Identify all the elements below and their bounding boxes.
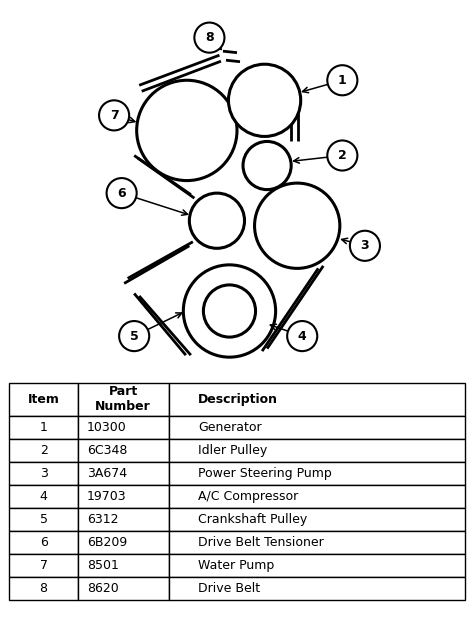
Text: 3: 3: [361, 239, 369, 252]
Text: 8: 8: [205, 31, 214, 44]
Circle shape: [327, 65, 357, 95]
Circle shape: [350, 231, 380, 261]
Circle shape: [243, 141, 291, 189]
Text: 7: 7: [109, 109, 118, 122]
Circle shape: [194, 22, 225, 52]
Circle shape: [327, 140, 357, 170]
Circle shape: [183, 265, 275, 357]
Circle shape: [189, 193, 245, 248]
Text: 2: 2: [338, 149, 346, 162]
Circle shape: [107, 178, 137, 208]
Circle shape: [137, 80, 237, 180]
Circle shape: [203, 285, 255, 337]
Circle shape: [119, 321, 149, 351]
Text: 4: 4: [298, 330, 307, 342]
Text: 5: 5: [130, 330, 138, 342]
Circle shape: [287, 321, 317, 351]
Text: 1: 1: [338, 74, 346, 87]
Circle shape: [255, 183, 340, 268]
Circle shape: [228, 64, 301, 136]
Text: 6: 6: [117, 187, 126, 200]
Circle shape: [99, 100, 129, 131]
